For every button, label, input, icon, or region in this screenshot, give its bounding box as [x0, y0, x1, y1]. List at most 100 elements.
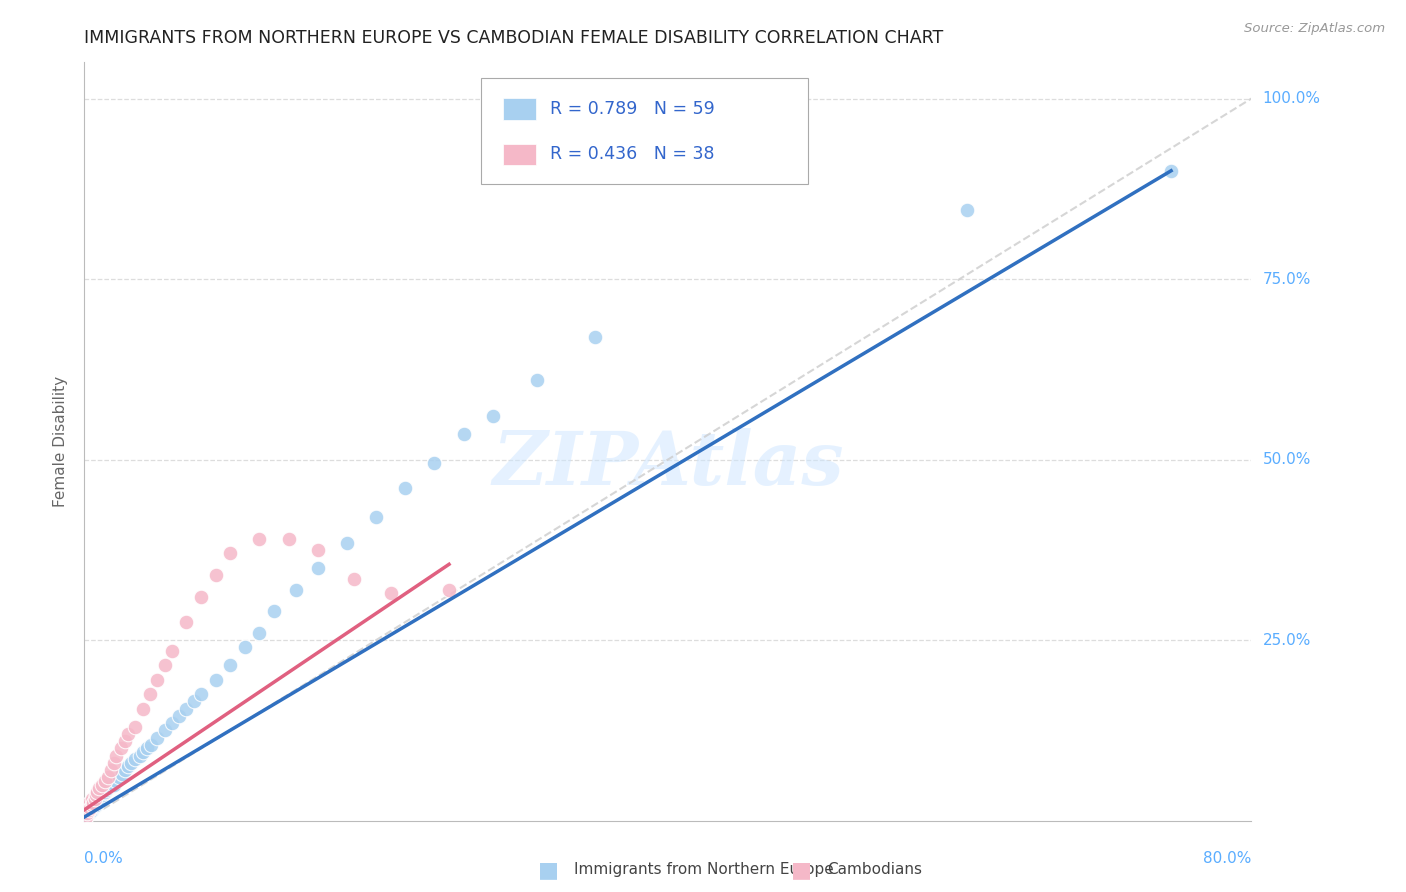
- Point: [453, 427, 475, 442]
- Point: [76, 799, 98, 814]
- Point: [82, 796, 104, 810]
- Text: IMMIGRANTS FROM NORTHERN EUROPE VS CAMBODIAN FEMALE DISABILITY CORRELATION CHART: IMMIGRANTS FROM NORTHERN EUROPE VS CAMBO…: [84, 29, 943, 47]
- Point: [77, 800, 100, 814]
- Point: [84, 797, 107, 812]
- Point: [114, 734, 136, 748]
- Point: [583, 330, 606, 344]
- Point: [83, 799, 105, 814]
- Point: [394, 482, 416, 496]
- Point: [100, 763, 122, 777]
- Point: [160, 644, 183, 658]
- FancyBboxPatch shape: [503, 98, 536, 120]
- Point: [204, 568, 226, 582]
- Text: Cambodians: Cambodians: [827, 863, 922, 877]
- Point: [79, 800, 101, 814]
- Text: 100.0%: 100.0%: [1263, 91, 1320, 106]
- Point: [423, 456, 446, 470]
- Point: [80, 796, 103, 810]
- Point: [117, 759, 139, 773]
- Point: [146, 731, 169, 745]
- Text: 80.0%: 80.0%: [1204, 851, 1251, 866]
- Point: [956, 203, 979, 218]
- Point: [139, 687, 162, 701]
- Point: [82, 800, 104, 814]
- Point: [219, 658, 242, 673]
- Text: ■: ■: [792, 860, 811, 880]
- Y-axis label: Female Disability: Female Disability: [53, 376, 69, 508]
- Point: [336, 535, 359, 549]
- Text: R = 0.789   N = 59: R = 0.789 N = 59: [550, 100, 714, 118]
- Point: [153, 723, 176, 738]
- Point: [110, 741, 132, 756]
- Text: Immigrants from Northern Europe: Immigrants from Northern Europe: [574, 863, 834, 877]
- Point: [153, 658, 176, 673]
- Point: [105, 773, 128, 788]
- Text: 75.0%: 75.0%: [1263, 271, 1310, 286]
- Point: [77, 796, 100, 810]
- FancyBboxPatch shape: [503, 144, 536, 165]
- Point: [111, 766, 134, 780]
- Point: [526, 373, 548, 387]
- Point: [190, 590, 212, 604]
- Point: [96, 783, 118, 797]
- Point: [277, 532, 299, 546]
- Point: [124, 752, 146, 766]
- Point: [132, 702, 155, 716]
- Point: [124, 720, 146, 734]
- Point: [77, 806, 100, 821]
- Point: [97, 781, 120, 796]
- Point: [103, 778, 125, 792]
- Text: ■: ■: [538, 860, 558, 880]
- Point: [87, 789, 110, 803]
- Point: [1160, 163, 1182, 178]
- Point: [176, 702, 198, 716]
- Point: [94, 785, 117, 799]
- Point: [79, 797, 101, 812]
- Point: [84, 789, 107, 803]
- Point: [167, 709, 190, 723]
- Point: [97, 770, 120, 784]
- Point: [380, 586, 402, 600]
- Point: [75, 810, 97, 824]
- Point: [114, 763, 136, 777]
- Point: [183, 694, 205, 708]
- Text: R = 0.436   N = 38: R = 0.436 N = 38: [550, 145, 714, 163]
- Point: [307, 542, 329, 557]
- Point: [108, 770, 131, 784]
- Point: [343, 572, 366, 586]
- Point: [128, 748, 150, 763]
- Point: [80, 792, 103, 806]
- Point: [75, 810, 97, 824]
- Point: [132, 745, 155, 759]
- Point: [284, 582, 307, 597]
- Point: [76, 806, 98, 821]
- Point: [120, 756, 142, 770]
- Point: [437, 582, 460, 597]
- Point: [90, 789, 112, 803]
- Point: [100, 779, 122, 793]
- Point: [90, 778, 112, 792]
- Point: [176, 615, 198, 629]
- Point: [87, 781, 110, 796]
- Text: 50.0%: 50.0%: [1263, 452, 1310, 467]
- Point: [79, 805, 101, 819]
- Point: [141, 738, 163, 752]
- Point: [117, 727, 139, 741]
- Point: [89, 792, 111, 806]
- Point: [160, 716, 183, 731]
- Text: 0.0%: 0.0%: [84, 851, 124, 866]
- Point: [76, 806, 98, 821]
- Point: [233, 640, 256, 655]
- Point: [249, 532, 271, 546]
- Text: ZIPAtlas: ZIPAtlas: [492, 428, 844, 500]
- FancyBboxPatch shape: [481, 78, 808, 184]
- Point: [105, 748, 128, 763]
- Point: [103, 756, 125, 770]
- Point: [83, 792, 105, 806]
- Point: [190, 687, 212, 701]
- Point: [86, 796, 108, 810]
- Point: [366, 510, 388, 524]
- Point: [82, 793, 104, 807]
- Point: [87, 793, 110, 807]
- Text: Source: ZipAtlas.com: Source: ZipAtlas.com: [1244, 22, 1385, 36]
